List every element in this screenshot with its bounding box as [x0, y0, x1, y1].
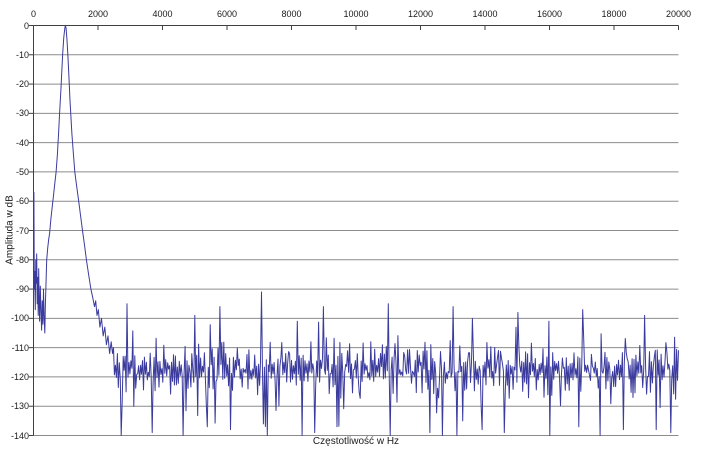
y-axis-title: Amplituda w dB	[4, 195, 16, 265]
y-tick-label: -140	[10, 430, 29, 441]
y-tick-label: -70	[15, 225, 29, 236]
x-tick-label: 10000	[343, 9, 369, 19]
y-tick-label: -120	[10, 371, 29, 382]
spectrum-line	[33, 25, 679, 436]
x-axis-title: Częstotliwość w Hz	[312, 436, 400, 447]
y-tick-label: -110	[11, 342, 29, 353]
y-tick-label: -100	[10, 313, 29, 324]
x-tick-label: 16000	[536, 9, 563, 19]
x-tick-label: 4000	[152, 9, 173, 19]
y-tick-label: -130	[10, 401, 29, 412]
x-tick-label: 20000	[665, 9, 692, 19]
x-tick-label: 2000	[87, 9, 109, 19]
y-tick-label: -40	[15, 137, 29, 148]
x-tick-label: 8000	[281, 9, 302, 19]
y-tick-label: -20	[15, 79, 29, 90]
x-tick-label: 12000	[407, 9, 434, 19]
y-tick-label: 0	[23, 20, 29, 31]
x-tick-label: 0	[30, 9, 37, 19]
y-tick-label: -60	[15, 196, 29, 207]
y-tick-label: -50	[15, 166, 29, 177]
y-tick-label: -80	[15, 254, 29, 265]
x-tick-label: 14000	[472, 9, 498, 19]
x-tick-label: 6000	[216, 9, 238, 19]
y-tick-label: -30	[15, 108, 29, 119]
y-tick-label: -90	[15, 284, 29, 295]
x-tick-label: 18000	[601, 9, 627, 19]
y-tick-label: -10	[15, 49, 29, 60]
